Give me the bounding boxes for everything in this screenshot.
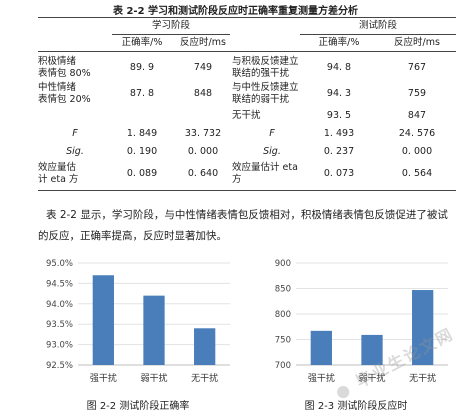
table-rule-top bbox=[38, 17, 456, 18]
test-condition-label: Sig. bbox=[263, 146, 281, 157]
test-condition-label: 与中性反馈建立 bbox=[232, 82, 299, 93]
row-label: 表情包 20% bbox=[38, 94, 91, 105]
bar-2 bbox=[143, 295, 165, 365]
bar-3 bbox=[412, 290, 434, 365]
bar-1 bbox=[92, 275, 114, 365]
table-cell: 0. 237 bbox=[323, 146, 355, 157]
y-tick-label: 92.5% bbox=[46, 361, 73, 371]
table-cell: 94. 3 bbox=[326, 88, 352, 99]
table-cell: 94. 8 bbox=[326, 62, 352, 73]
x-category-label: 无干扰 bbox=[191, 372, 218, 384]
table-cell: 87. 8 bbox=[129, 88, 155, 99]
y-tick-label: 800 bbox=[275, 310, 291, 320]
x-category-label: 无干扰 bbox=[409, 372, 436, 384]
bar-2 bbox=[361, 334, 383, 365]
col-header-study-acc: 正确率/% bbox=[121, 37, 163, 48]
table-rule-group-right bbox=[300, 34, 456, 35]
table-cell: 847 bbox=[407, 110, 427, 121]
table-cell: 767 bbox=[407, 62, 427, 73]
table-cell: 0. 640 bbox=[187, 168, 219, 179]
y-tick-label: 700 bbox=[275, 361, 291, 371]
bar-3 bbox=[194, 328, 216, 365]
table-cell: 1. 493 bbox=[323, 128, 355, 139]
row-label: 中性情绪 bbox=[38, 82, 77, 93]
table-cell: 0. 073 bbox=[323, 168, 355, 179]
row-label: 表情包 80% bbox=[38, 68, 91, 79]
test-condition-label: 效应量估计 eta bbox=[232, 162, 298, 173]
group-header-study: 学习阶段 bbox=[151, 20, 190, 31]
y-tick-label: 93.0% bbox=[46, 341, 73, 351]
table-cell: 0. 190 bbox=[126, 146, 158, 157]
figure-caption-reaction-time: 图 2-3 测试阶段反应时 bbox=[304, 401, 408, 412]
col-header-study-rt: 反应时/ms bbox=[180, 37, 226, 48]
row-label: 积极情绪 bbox=[38, 56, 77, 67]
group-header-test: 测试阶段 bbox=[358, 20, 397, 31]
row-label: F bbox=[72, 128, 78, 139]
table-cell: 0. 000 bbox=[187, 146, 219, 157]
col-header-test-acc: 正确率/% bbox=[318, 37, 360, 48]
test-condition-label: F bbox=[269, 128, 275, 139]
col-header-test-rt: 反应时/ms bbox=[394, 37, 440, 48]
y-tick-label: 94.0% bbox=[46, 300, 73, 310]
y-tick-label: 94.5% bbox=[46, 279, 73, 289]
table-cell: 93. 5 bbox=[326, 110, 352, 121]
result-paragraph: 表 2-2 显示，学习阶段，与中性情绪表情包反馈相对，积极情绪表情包反馈促进了被… bbox=[38, 209, 448, 242]
table-cell: 0. 564 bbox=[401, 168, 433, 179]
chart-test-reaction-time: 700 750 800 850 900 强干扰 弱干扰 无干扰 bbox=[275, 259, 448, 384]
table-cell: 89. 9 bbox=[129, 62, 155, 73]
row-label: 计 eta 方 bbox=[38, 174, 79, 185]
table-cell: 1. 849 bbox=[126, 128, 158, 139]
x-category-label: 弱干扰 bbox=[140, 372, 167, 384]
y-tick-label: 850 bbox=[275, 285, 291, 295]
row-label: Sig. bbox=[66, 146, 84, 157]
bar-1 bbox=[310, 330, 332, 365]
table-cell: 24. 576 bbox=[398, 128, 436, 139]
chart-test-accuracy: 92.5% 93.0% 93.5% 94.0% 94.5% 95.0% 强干扰 弱干扰 无干扰 bbox=[46, 259, 230, 384]
table-cell: 848 bbox=[193, 88, 213, 99]
y-tick-label: 750 bbox=[275, 336, 291, 346]
test-condition-label: 与积极反馈建立 bbox=[232, 56, 299, 67]
table-cell: 0. 089 bbox=[126, 168, 158, 179]
table-cell: 759 bbox=[407, 88, 427, 99]
table-rule-bottom bbox=[38, 190, 456, 191]
test-condition-label: 无干扰 bbox=[232, 110, 261, 121]
figure-caption-accuracy: 图 2-2 测试阶段正确率 bbox=[86, 401, 190, 412]
test-condition-label: 联结的强干扰 bbox=[232, 68, 290, 79]
row-label: 效应量估 bbox=[38, 162, 77, 173]
test-condition-label: 方 bbox=[232, 174, 242, 185]
x-category-label: 弱干扰 bbox=[358, 372, 385, 384]
table-cell: 0. 000 bbox=[401, 146, 433, 157]
y-tick-label: 95.0% bbox=[46, 259, 73, 269]
table-cell: 749 bbox=[193, 62, 213, 73]
table-rule-header-bottom bbox=[38, 51, 456, 52]
x-category-label: 强干扰 bbox=[90, 372, 117, 384]
test-condition-label: 联结的弱干扰 bbox=[232, 94, 290, 105]
table-caption: 表 2-2 学习和测试阶段反应时正确率重复测量方差分析 bbox=[112, 6, 359, 17]
table-rule-group-left bbox=[112, 34, 230, 35]
table-cell: 33. 732 bbox=[184, 128, 222, 139]
y-tick-label: 93.5% bbox=[46, 320, 73, 330]
x-category-label: 强干扰 bbox=[308, 372, 335, 384]
y-tick-label: 900 bbox=[275, 259, 291, 269]
